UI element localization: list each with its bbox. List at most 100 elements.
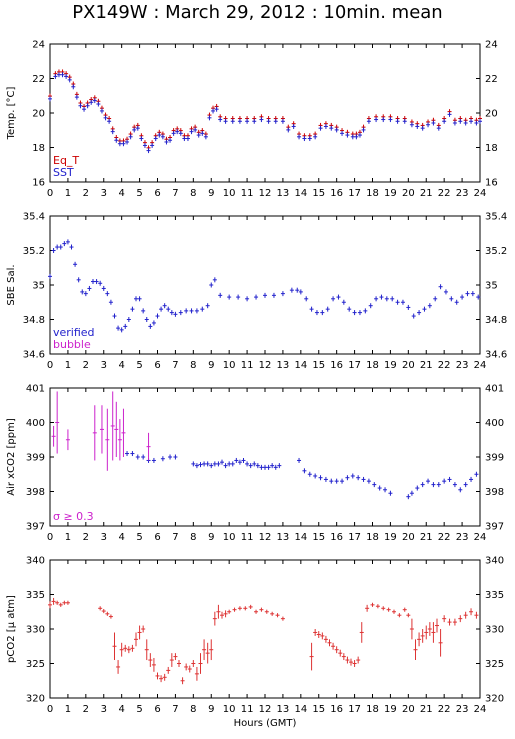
y-tick-label: 330	[485, 625, 504, 636]
x-tick-label: 21	[420, 360, 433, 371]
x-tick-label: 9	[208, 360, 214, 371]
x-tick-label: 20	[402, 532, 415, 543]
x-tick-label: 19	[384, 360, 397, 371]
x-tick-label: 7	[172, 532, 178, 543]
x-tick-label: 15	[312, 188, 325, 199]
x-tick-label: 20	[402, 188, 415, 199]
x-tick-label: 13	[277, 704, 290, 715]
x-tick-label: 11	[241, 360, 254, 371]
x-tick-label: 17	[348, 360, 361, 371]
y-tick-label: 35.2	[485, 246, 507, 257]
x-tick-label: 2	[83, 532, 89, 543]
x-tick-label: 17	[348, 532, 361, 543]
x-tick-label: 1	[65, 188, 71, 199]
x-tick-label: 10	[223, 188, 236, 199]
x-tick-label: 5	[136, 188, 142, 199]
x-tick-label: 21	[420, 704, 433, 715]
y-axis-label: Temp. [°C]	[6, 87, 17, 141]
x-tick-label: 19	[384, 188, 397, 199]
x-tick-label: 24	[474, 360, 487, 371]
x-tick-label: 24	[474, 704, 487, 715]
y-tick-label: 335	[26, 590, 45, 601]
panel-frame	[49, 43, 481, 183]
x-tick-label: 16	[330, 360, 343, 371]
y-tick-label: 401	[26, 384, 45, 395]
x-tick-label: 7	[172, 704, 178, 715]
x-tick-label: 9	[208, 532, 214, 543]
legend-entry: verified	[53, 326, 95, 339]
x-tick-label: 24	[474, 188, 487, 199]
x-tick-label: 3	[101, 532, 107, 543]
y-tick-label: 398	[26, 487, 45, 498]
y-tick-label: 18	[32, 143, 45, 154]
x-tick-label: 17	[348, 188, 361, 199]
x-tick-label: 14	[294, 360, 307, 371]
x-tick-label: 23	[456, 532, 469, 543]
x-tick-label: 4	[118, 360, 124, 371]
panel-frame	[49, 387, 481, 527]
x-tick-label: 22	[438, 188, 451, 199]
legend-entry: bubble	[53, 338, 91, 351]
x-tick-label: 21	[420, 188, 433, 199]
x-tick-label: 6	[154, 360, 160, 371]
x-tick-label: 13	[277, 532, 290, 543]
x-tick-label: 4	[118, 188, 124, 199]
y-tick-label: 18	[485, 143, 498, 154]
y-axis-label: Air xCO2 [ppm]	[6, 418, 17, 496]
x-tick-label: 12	[259, 360, 272, 371]
y-tick-label: 35	[32, 281, 45, 292]
x-tick-label: 2	[83, 188, 89, 199]
x-tick-label: 5	[136, 532, 142, 543]
legend-entry: Eq_T	[53, 154, 79, 167]
y-tick-label: 22	[485, 74, 498, 85]
x-tick-label: 15	[312, 360, 325, 371]
x-tick-label: 13	[277, 360, 290, 371]
x-tick-label: 1	[65, 360, 71, 371]
x-tick-label: 9	[208, 188, 214, 199]
x-tick-label: 21	[420, 532, 433, 543]
x-tick-label: 11	[241, 532, 254, 543]
x-tick-label: 20	[402, 360, 415, 371]
x-tick-label: 6	[154, 704, 160, 715]
y-tick-label: 34.8	[485, 315, 507, 326]
y-tick-label: 397	[485, 522, 504, 533]
x-tick-label: 12	[259, 532, 272, 543]
panel-frame	[49, 215, 481, 355]
x-tick-label: 11	[241, 188, 254, 199]
x-tick-label: 23	[456, 704, 469, 715]
y-axis-label: pCO2 [µ atm]	[6, 595, 17, 663]
y-axis-label: SBE Sal.	[6, 264, 17, 305]
x-tick-label: 22	[438, 360, 451, 371]
y-tick-label: 35.4	[485, 212, 507, 223]
x-tick-label: 12	[259, 188, 272, 199]
x-tick-label: 1	[65, 532, 71, 543]
x-tick-label: 4	[118, 532, 124, 543]
x-tick-label: 24	[474, 532, 487, 543]
y-tick-label: 325	[485, 659, 504, 670]
y-tick-label: 20	[32, 109, 45, 120]
legend-entry: σ ≥ 0.3	[53, 510, 94, 523]
x-tick-label: 15	[312, 704, 325, 715]
x-tick-label: 0	[47, 188, 53, 199]
x-tick-label: 8	[190, 188, 196, 199]
x-tick-label: 3	[101, 188, 107, 199]
y-tick-label: 35.4	[23, 212, 45, 223]
x-tick-label: 3	[101, 360, 107, 371]
y-tick-label: 400	[485, 418, 504, 429]
y-tick-label: 320	[26, 694, 45, 705]
x-tick-label: 0	[47, 360, 53, 371]
x-tick-label: 5	[136, 704, 142, 715]
x-tick-label: 16	[330, 704, 343, 715]
x-tick-label: 10	[223, 704, 236, 715]
x-tick-label: 1	[65, 704, 71, 715]
x-tick-label: 7	[172, 188, 178, 199]
x-tick-label: 18	[366, 188, 379, 199]
y-tick-label: 325	[26, 659, 45, 670]
x-tick-label: 23	[456, 360, 469, 371]
y-tick-label: 397	[26, 522, 45, 533]
x-tick-label: 19	[384, 532, 397, 543]
x-tick-label: 18	[366, 360, 379, 371]
y-tick-label: 24	[32, 40, 45, 51]
x-tick-label: 10	[223, 532, 236, 543]
